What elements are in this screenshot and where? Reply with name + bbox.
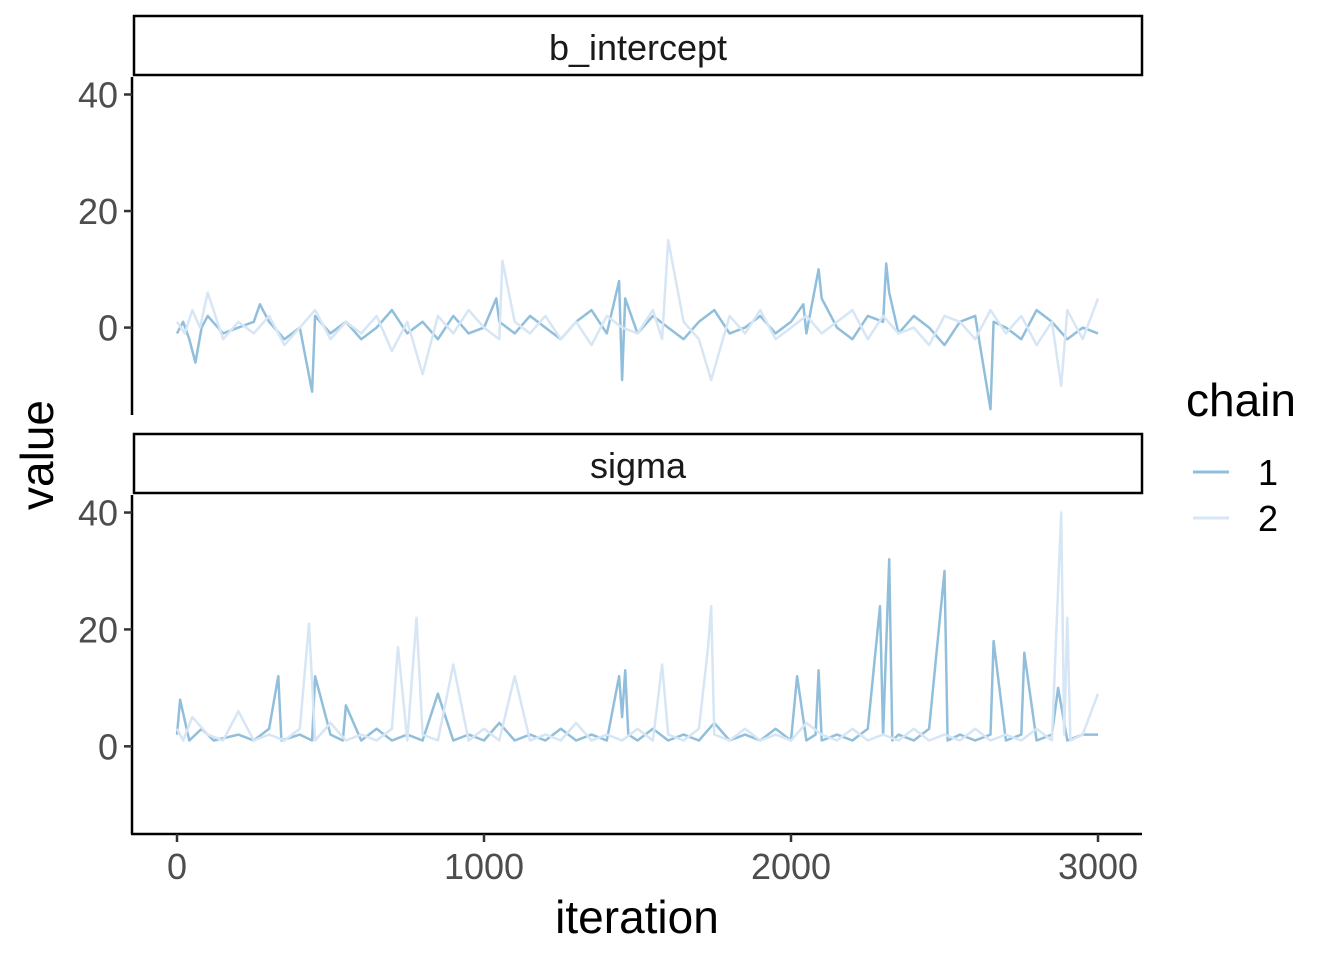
legend-label-chain-1: 1 (1258, 452, 1278, 493)
strip-box-sigma (132, 432, 1144, 495)
series-line-chain-2 (175, 238, 1100, 388)
trace-lines-sigma (175, 511, 1100, 742)
y-axis-title: value (11, 400, 63, 510)
x-tick-label: 3000 (1058, 846, 1138, 887)
y-ticks-sigma: 0 20 40 (78, 493, 132, 767)
legend-label-chain-2: 2 (1258, 498, 1278, 539)
y-ticks-b-intercept: 0 20 40 (78, 74, 132, 349)
x-tick-label: 1000 (444, 846, 524, 887)
strip-box-b-intercept (132, 14, 1144, 77)
series-line-chain-1 (175, 262, 1099, 411)
panel-sigma: sigma 0 20 40 0 1000 2000 3000 (78, 432, 1144, 887)
series-line-chain-1 (175, 558, 1098, 742)
y-tick-label: 40 (78, 493, 118, 534)
legend: chain 1 2 (1186, 374, 1296, 539)
series-line-chain-2 (175, 511, 1100, 742)
x-ticks: 0 1000 2000 3000 (167, 834, 1138, 887)
y-tick-label: 0 (98, 726, 118, 767)
y-tick-label: 0 (98, 308, 118, 349)
trace-lines-b-intercept (175, 238, 1100, 411)
x-axis-title: iteration (555, 891, 719, 943)
y-tick-label: 20 (78, 191, 118, 232)
panel-b-intercept: b_intercept 0 20 40 (78, 14, 1144, 415)
strip-label-b-intercept: b_intercept (549, 27, 727, 68)
y-tick-label: 40 (78, 74, 118, 115)
x-tick-label: 0 (167, 846, 187, 887)
legend-title: chain (1186, 374, 1296, 426)
x-tick-label: 2000 (751, 846, 831, 887)
y-tick-label: 20 (78, 609, 118, 650)
strip-label-sigma: sigma (590, 445, 687, 486)
